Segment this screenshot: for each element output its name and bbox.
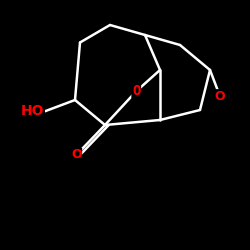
Text: HO: HO xyxy=(21,104,44,118)
Text: O: O xyxy=(71,148,82,162)
Text: O: O xyxy=(215,90,225,103)
Text: O: O xyxy=(132,84,140,98)
